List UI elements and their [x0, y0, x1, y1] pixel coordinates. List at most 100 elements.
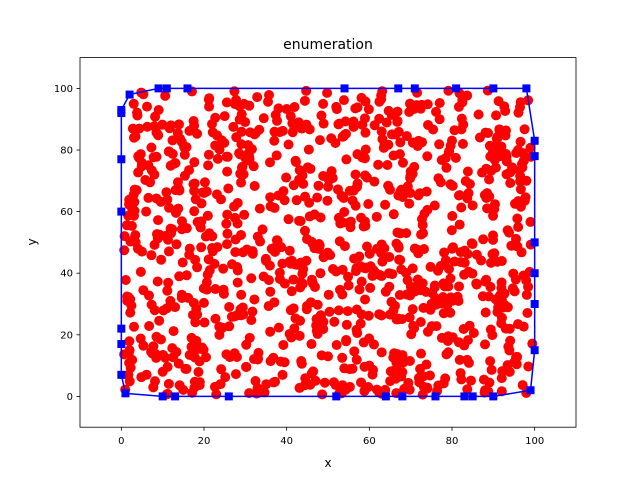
- hull-vertex: [394, 84, 403, 93]
- scatter-point: [203, 254, 214, 265]
- hull-vertex: [398, 392, 407, 401]
- scatter-point: [446, 135, 457, 146]
- scatter-point: [173, 358, 184, 369]
- scatter-point: [504, 366, 515, 377]
- scatter-point: [485, 257, 496, 268]
- scatter-point: [325, 250, 336, 261]
- scatter-point: [397, 367, 408, 378]
- scatter-point: [356, 276, 367, 287]
- scatter-point: [439, 247, 450, 258]
- scatter-point: [314, 240, 325, 251]
- scatter-point: [454, 219, 465, 230]
- hull-vertex: [431, 392, 440, 401]
- scatter-point: [203, 160, 214, 171]
- scatter-point: [215, 194, 226, 205]
- scatter-point: [129, 321, 140, 332]
- scatter-point: [322, 87, 333, 98]
- scatter-point: [456, 124, 467, 135]
- scatter-point: [385, 376, 396, 387]
- scatter-point: [491, 110, 502, 121]
- scatter-point: [162, 285, 173, 296]
- scatter-point: [473, 109, 484, 120]
- scatter-point: [378, 142, 389, 153]
- scatter-point: [221, 239, 232, 250]
- scatter-point: [170, 302, 181, 313]
- scatter-point: [354, 284, 365, 295]
- scatter-point: [371, 384, 382, 395]
- scatter-point: [456, 202, 467, 213]
- scatter-point: [471, 279, 482, 290]
- scatter-point: [445, 273, 456, 284]
- scatter-point: [188, 116, 199, 127]
- scatter-point: [387, 269, 398, 280]
- scatter-point: [232, 262, 243, 273]
- scatter-point: [254, 124, 265, 135]
- scatter-point: [273, 103, 284, 114]
- scatter-point: [247, 306, 258, 317]
- scatter-point: [515, 136, 526, 147]
- scatter-point: [151, 151, 162, 162]
- scatter-point: [480, 307, 491, 318]
- scatter-point: [373, 159, 384, 170]
- scatter-point: [525, 142, 536, 153]
- scatter-point: [480, 385, 491, 396]
- scatter-point: [356, 212, 367, 223]
- scatter-point: [283, 214, 294, 225]
- scatter-point: [350, 266, 361, 277]
- scatter-point: [153, 215, 164, 226]
- scatter-point: [223, 183, 234, 194]
- scatter-point: [145, 177, 156, 188]
- scatter-point: [168, 326, 179, 337]
- scatter-point: [407, 304, 418, 315]
- scatter-point: [236, 289, 247, 300]
- scatter-point: [522, 308, 533, 319]
- x-tick-label: 60: [363, 436, 376, 447]
- scatter-point: [489, 199, 500, 210]
- scatter-point: [388, 209, 399, 220]
- scatter-point: [187, 309, 198, 320]
- scatter-point: [298, 178, 309, 189]
- hull-vertex: [224, 392, 233, 401]
- scatter-point: [219, 111, 230, 122]
- hull-vertex: [158, 392, 167, 401]
- scatter-point: [323, 351, 333, 362]
- scatter-point: [500, 323, 511, 334]
- scatter-point: [129, 184, 140, 195]
- y-tick-label: 20: [60, 330, 73, 341]
- scatter-point: [415, 285, 426, 296]
- scatter-point: [277, 125, 288, 136]
- scatter-point: [263, 96, 274, 107]
- scatter-point: [224, 301, 235, 312]
- scatter-point: [350, 169, 361, 180]
- scatter-point: [207, 119, 218, 130]
- hull-vertex: [162, 84, 171, 93]
- hull-vertex: [530, 238, 539, 247]
- scatter-point: [126, 300, 137, 311]
- scatter-point: [456, 374, 467, 385]
- scatter-point: [170, 158, 181, 169]
- scatter-point: [369, 176, 380, 187]
- scatter-point: [152, 276, 163, 287]
- scatter-point: [386, 129, 397, 140]
- scatter-point: [464, 178, 475, 189]
- scatter-point: [415, 317, 426, 328]
- x-axis-ticks: 0 20 40 60 80 100: [118, 427, 544, 447]
- scatter-point: [477, 167, 488, 178]
- scatter-point: [345, 222, 356, 233]
- scatter-point: [224, 352, 235, 363]
- scatter-point: [284, 328, 295, 339]
- scatter-point: [359, 386, 370, 397]
- scatter-point: [128, 98, 139, 109]
- scatter-point: [339, 241, 350, 252]
- scatter-point: [167, 224, 178, 235]
- scatter-point: [135, 266, 146, 277]
- scatter-point: [278, 339, 289, 350]
- scatter-point: [306, 368, 317, 379]
- scatter-point: [313, 180, 324, 191]
- scatter-point: [348, 116, 359, 127]
- scatter-point: [273, 322, 284, 333]
- scatter-point: [219, 137, 230, 148]
- scatter-point: [467, 200, 478, 211]
- scatter-point: [318, 171, 329, 182]
- y-tick-label: 0: [67, 392, 73, 403]
